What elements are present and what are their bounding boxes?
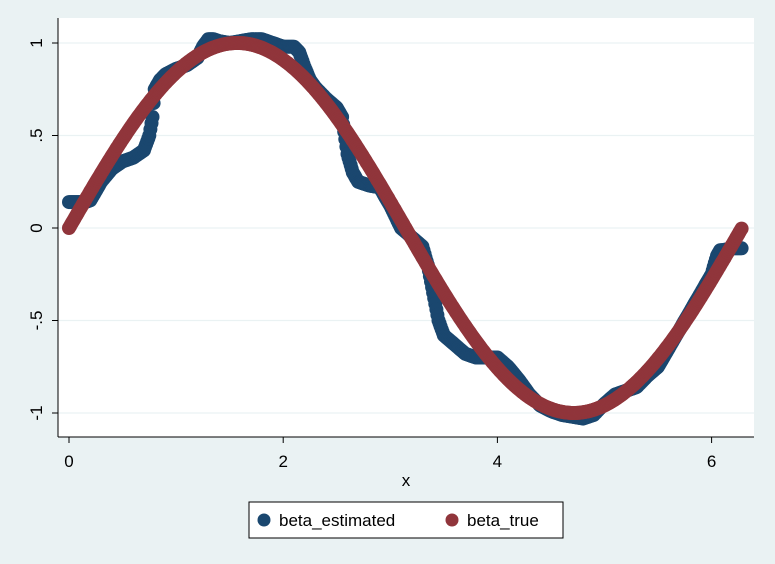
x-tick-label: 4 <box>493 452 502 471</box>
series-beta-true <box>62 36 749 420</box>
x-axis-title: x <box>402 471 411 490</box>
y-tick-label: 1 <box>27 38 46 47</box>
point-beta-true <box>734 221 749 236</box>
y-tick-label: -1 <box>27 405 46 420</box>
y-axis-ticks: 1 .5 0 -.5 -1 <box>27 38 58 421</box>
legend-label-beta-true: beta_true <box>467 511 539 530</box>
legend-marker-beta-estimated <box>257 513 271 527</box>
x-tick-label: 2 <box>278 452 287 471</box>
y-tick-label: 0 <box>27 223 46 232</box>
x-tick-label: 0 <box>64 452 73 471</box>
legend: beta_estimated beta_true <box>248 501 564 539</box>
x-tick-label: 6 <box>707 452 716 471</box>
y-tick-label: -.5 <box>27 311 46 331</box>
x-axis-ticks: 0 2 4 6 <box>64 437 716 471</box>
legend-label-beta-estimated: beta_estimated <box>279 511 395 530</box>
legend-marker-beta-true <box>445 513 459 527</box>
y-tick-label: .5 <box>27 128 46 142</box>
legend-box <box>248 501 564 539</box>
